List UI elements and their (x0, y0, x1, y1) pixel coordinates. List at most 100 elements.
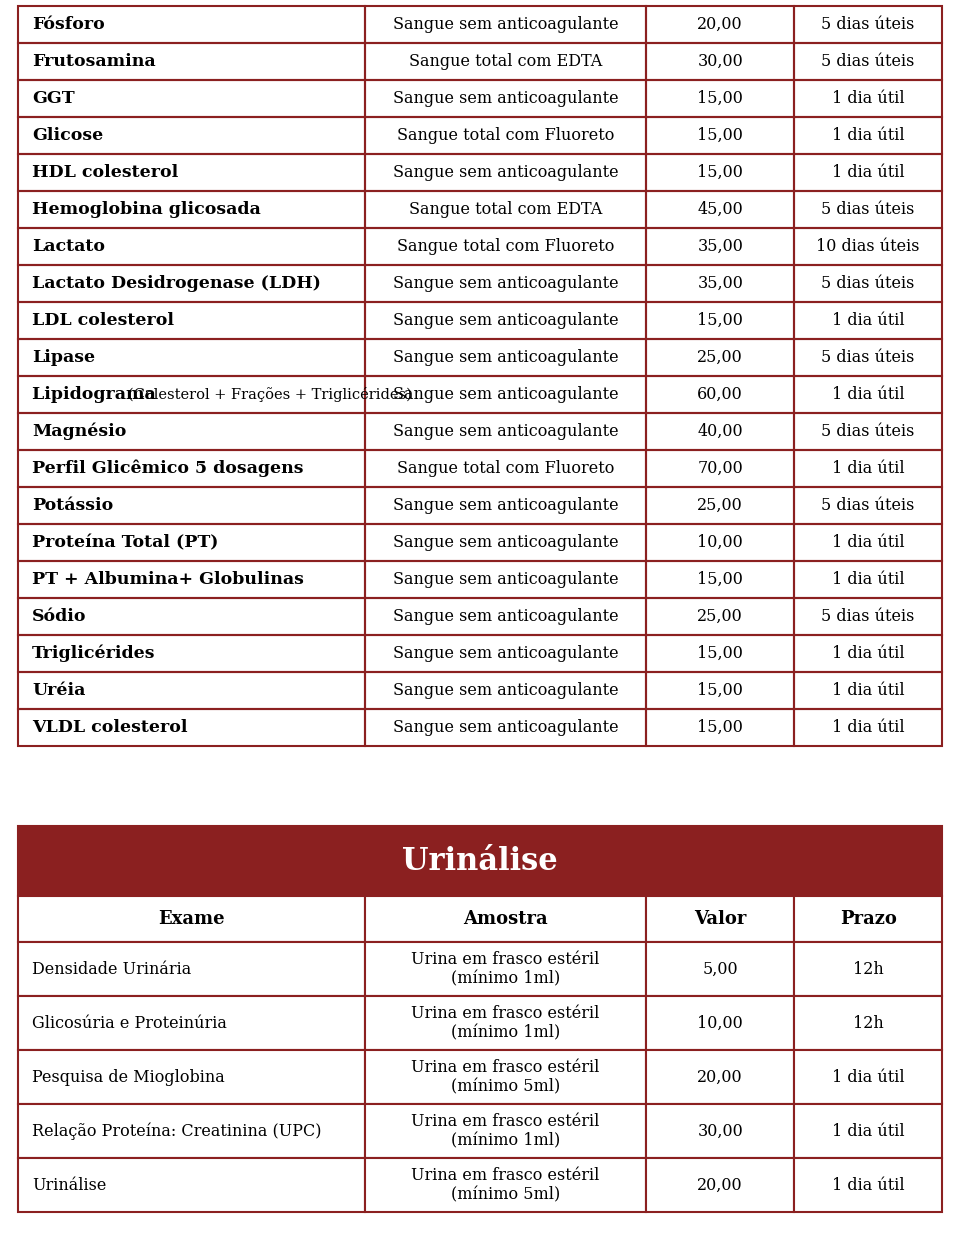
Text: 1 dia útil: 1 dia útil (831, 459, 904, 477)
Text: Magnésio: Magnésio (32, 422, 127, 440)
Bar (794, 709, 942, 746)
Text: 25,00: 25,00 (697, 350, 743, 366)
Text: Lipidograma: Lipidograma (32, 387, 161, 403)
Text: 1 dia útil: 1 dia útil (831, 127, 904, 144)
Bar (18, 1158, 365, 1212)
Bar (646, 303, 794, 338)
Text: Urina em frasco estéril
(mínimo 5ml): Urina em frasco estéril (mínimo 5ml) (411, 1058, 600, 1095)
Text: 1 dia útil: 1 dia útil (831, 645, 904, 662)
Text: Sangue sem anticoagulante: Sangue sem anticoagulante (393, 571, 618, 588)
Bar (18, 228, 365, 266)
Bar (365, 487, 646, 524)
Bar (646, 154, 794, 191)
Text: Relação Proteína: Creatinina (UPC): Relação Proteína: Creatinina (UPC) (32, 1123, 322, 1140)
Bar (646, 598, 794, 635)
Text: Sangue sem anticoagulante: Sangue sem anticoagulante (393, 387, 618, 403)
Bar (646, 1050, 794, 1104)
Bar (365, 117, 646, 154)
Text: Sangue sem anticoagulante: Sangue sem anticoagulante (393, 16, 618, 33)
Bar (646, 338, 794, 375)
Text: 35,00: 35,00 (697, 275, 743, 291)
Bar (365, 561, 646, 598)
Bar (646, 80, 794, 117)
Text: Urinálise: Urinálise (402, 846, 558, 877)
Bar (794, 1104, 942, 1158)
Text: Sódio: Sódio (32, 608, 86, 625)
Bar (18, 375, 365, 412)
Bar (794, 80, 942, 117)
Bar (18, 191, 365, 228)
Text: 15,00: 15,00 (697, 719, 743, 736)
Bar (365, 897, 646, 942)
Text: 5 dias úteis: 5 dias úteis (822, 424, 915, 440)
Bar (18, 897, 365, 942)
Bar (646, 1104, 794, 1158)
Text: Triglicérides: Triglicérides (32, 645, 156, 662)
Bar (646, 191, 794, 228)
Text: Potássio: Potássio (32, 496, 113, 514)
Bar (18, 412, 365, 450)
Bar (794, 375, 942, 412)
Bar (18, 1050, 365, 1104)
Bar (794, 995, 942, 1050)
Text: Sangue sem anticoagulante: Sangue sem anticoagulante (393, 608, 618, 625)
Text: 15,00: 15,00 (697, 164, 743, 182)
Text: Lactato Desidrogenase (LDH): Lactato Desidrogenase (LDH) (32, 275, 321, 291)
Bar (18, 154, 365, 191)
Text: Sangue total com EDTA: Sangue total com EDTA (409, 201, 602, 219)
Text: 5 dias úteis: 5 dias úteis (822, 608, 915, 625)
Text: 1 dia útil: 1 dia útil (831, 1177, 904, 1193)
Text: Sangue sem anticoagulante: Sangue sem anticoagulante (393, 719, 618, 736)
Text: 5 dias úteis: 5 dias úteis (822, 53, 915, 70)
Bar (365, 598, 646, 635)
Text: Sangue total com Fluoreto: Sangue total com Fluoreto (396, 127, 614, 144)
Bar (365, 709, 646, 746)
Bar (18, 266, 365, 303)
Text: Frutosamina: Frutosamina (32, 53, 156, 70)
Bar (18, 80, 365, 117)
Bar (646, 6, 794, 43)
Bar (646, 117, 794, 154)
Text: Sangue sem anticoagulante: Sangue sem anticoagulante (393, 164, 618, 182)
Bar (18, 1104, 365, 1158)
Bar (794, 635, 942, 672)
Text: HDL colesterol: HDL colesterol (32, 164, 179, 182)
Bar (365, 1050, 646, 1104)
Bar (794, 1050, 942, 1104)
Text: Densidade Urinária: Densidade Urinária (32, 961, 191, 977)
Text: 1 dia útil: 1 dia útil (831, 1068, 904, 1086)
Text: 25,00: 25,00 (697, 608, 743, 625)
Bar (18, 6, 365, 43)
Text: 70,00: 70,00 (697, 459, 743, 477)
Text: 30,00: 30,00 (697, 1123, 743, 1140)
Text: 5,00: 5,00 (703, 961, 738, 977)
Text: Amostra: Amostra (463, 910, 548, 927)
Bar (365, 266, 646, 303)
Text: VLDL colesterol: VLDL colesterol (32, 719, 187, 736)
Bar (646, 375, 794, 412)
Text: 5 dias úteis: 5 dias úteis (822, 350, 915, 366)
Bar (794, 338, 942, 375)
Bar (365, 80, 646, 117)
Text: 1 dia útil: 1 dia útil (831, 682, 904, 699)
Bar (18, 942, 365, 995)
Bar (794, 487, 942, 524)
Bar (794, 450, 942, 487)
Bar (794, 1158, 942, 1212)
Text: Fósforo: Fósforo (32, 16, 105, 33)
Bar (646, 672, 794, 709)
Text: Sangue sem anticoagulante: Sangue sem anticoagulante (393, 534, 618, 551)
Text: LDL colesterol: LDL colesterol (32, 312, 174, 329)
Bar (18, 43, 365, 80)
Bar (646, 228, 794, 266)
Text: 15,00: 15,00 (697, 682, 743, 699)
Text: Sangue total com Fluoreto: Sangue total com Fluoreto (396, 459, 614, 477)
Bar (365, 154, 646, 191)
Text: 1 dia útil: 1 dia útil (831, 534, 904, 551)
Bar (365, 635, 646, 672)
Bar (646, 524, 794, 561)
Bar (794, 561, 942, 598)
Bar (794, 672, 942, 709)
Bar (794, 598, 942, 635)
Text: 1 dia útil: 1 dia útil (831, 164, 904, 182)
